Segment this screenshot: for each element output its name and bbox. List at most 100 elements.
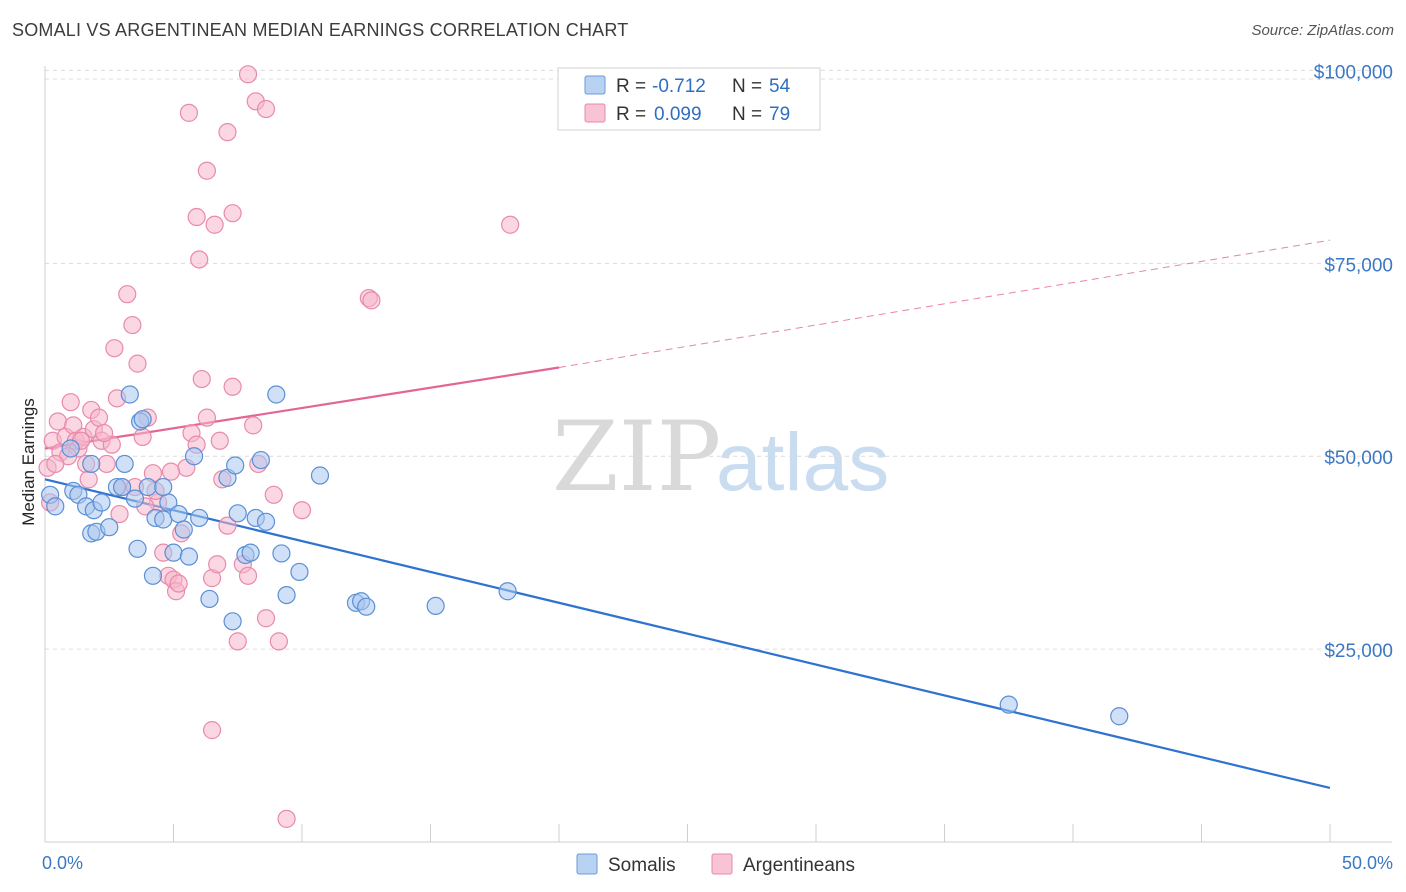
argentinean-point [218,516,237,535]
argentinean-point [105,339,124,358]
legend-n-label-2: N = [732,104,762,125]
somali-point [115,454,134,474]
argentinean-point [133,427,152,447]
argentinean-point [208,555,227,574]
legend-n-label-1: N = [732,76,762,97]
somali-point [277,585,296,605]
argentinean-point [192,369,211,389]
somali-point [190,508,209,528]
argentinean-point [197,408,217,427]
somali-point [226,456,245,475]
legend-n-value-2: 79 [769,104,790,125]
bottom-legend-swatch-somalis [576,853,598,875]
somali-point [138,477,157,497]
argentinean-point [128,354,147,373]
somali-point [999,695,1018,714]
somalis-points [41,385,1129,726]
somali-point [100,518,119,537]
argentinean-point [97,454,116,474]
trend-lines [44,239,1331,790]
somali-point [223,612,242,631]
argentinean-point [190,250,209,269]
argentinean-point [292,501,312,520]
legend-swatch-argentineans [584,103,606,123]
argentinean-point [46,454,65,474]
axes [44,66,1392,843]
argentinean-point [238,65,258,84]
argentinean-point [161,462,181,481]
chart-title: SOMALI VS ARGENTINEAN MEDIAN EARNINGS CO… [12,20,629,40]
watermark-atlas: atlas [716,417,889,508]
x-tick-label-max: 50.0% [1342,853,1393,873]
somalis-trend-line [44,478,1331,790]
somali-point [251,450,270,470]
legend-n-value-1: 54 [769,76,791,97]
somali-point [154,477,173,497]
argentinean-point [264,485,283,504]
argentinean-point [362,291,381,310]
y-tick-label: $75,000 [1324,255,1393,276]
somali-point [267,385,286,404]
somali-point [426,596,445,616]
bottom-legend-label-somalis: Somalis [608,855,676,876]
argentinean-point [123,315,142,335]
bottom-legend: Somalis Argentineans [576,853,855,876]
somali-point [82,454,101,474]
y-axis-label: Median Earnings [19,398,38,526]
somali-point [184,447,204,466]
legend-r-value-1: -0.712 [652,76,706,97]
watermark-zip: ZIP [552,401,721,513]
y-tick-label: $100,000 [1314,62,1393,83]
somali-point [112,477,132,497]
somali-point [143,566,163,585]
argentinean-point [89,408,109,427]
somali-point [120,385,139,404]
argentinean-point [110,504,129,524]
somali-point [179,547,199,566]
x-tick-label-min: 0.0% [42,853,83,873]
tick-labels: $25,000 $50,000 $75,000 $100,000 0.0% 50.0% [42,62,1393,873]
y-tick-label: $25,000 [1324,641,1393,662]
argentinean-point [277,809,296,828]
somali-point [61,439,80,458]
somali-point [154,510,173,529]
source-label: Source: ZipAtlas.com [1251,22,1394,39]
argentinean-point [269,632,288,651]
argentinean-point [118,285,137,304]
legend-r-value-2: 0.099 [654,104,702,125]
argentinean-point [244,416,263,435]
somali-point [498,582,517,601]
legend-r-label-2: R = [616,104,646,125]
argentinean-point [187,207,206,227]
argentinean-point [223,204,242,223]
bottom-legend-label-argentineans: Argentineans [743,855,855,876]
argentineans-trend-extension [558,239,1331,368]
somali-point [174,520,193,539]
y-tick-label: $50,000 [1324,448,1393,469]
argentinean-point [256,609,276,628]
somali-point [133,410,152,429]
somali-point [272,544,291,563]
somali-point [357,597,376,616]
argentinean-point [223,377,242,396]
argentinean-point [61,393,80,412]
argentinean-point [48,412,67,431]
argentinean-point [95,423,114,443]
somali-point [169,504,188,524]
somali-point [92,493,111,512]
bottom-legend-swatch-argentineans [711,853,733,875]
somali-point [256,512,276,531]
argentinean-point [197,161,217,180]
somali-point [228,504,247,523]
argentinean-point [501,215,520,234]
argentinean-point [210,431,229,450]
somali-point [46,497,65,516]
argentinean-point [79,470,98,489]
argentineans-trend-line [44,366,560,450]
argentinean-point [202,721,222,740]
somali-point [128,539,147,558]
argentinean-point [205,215,224,234]
argentinean-point [228,632,247,651]
somali-point [200,589,219,609]
